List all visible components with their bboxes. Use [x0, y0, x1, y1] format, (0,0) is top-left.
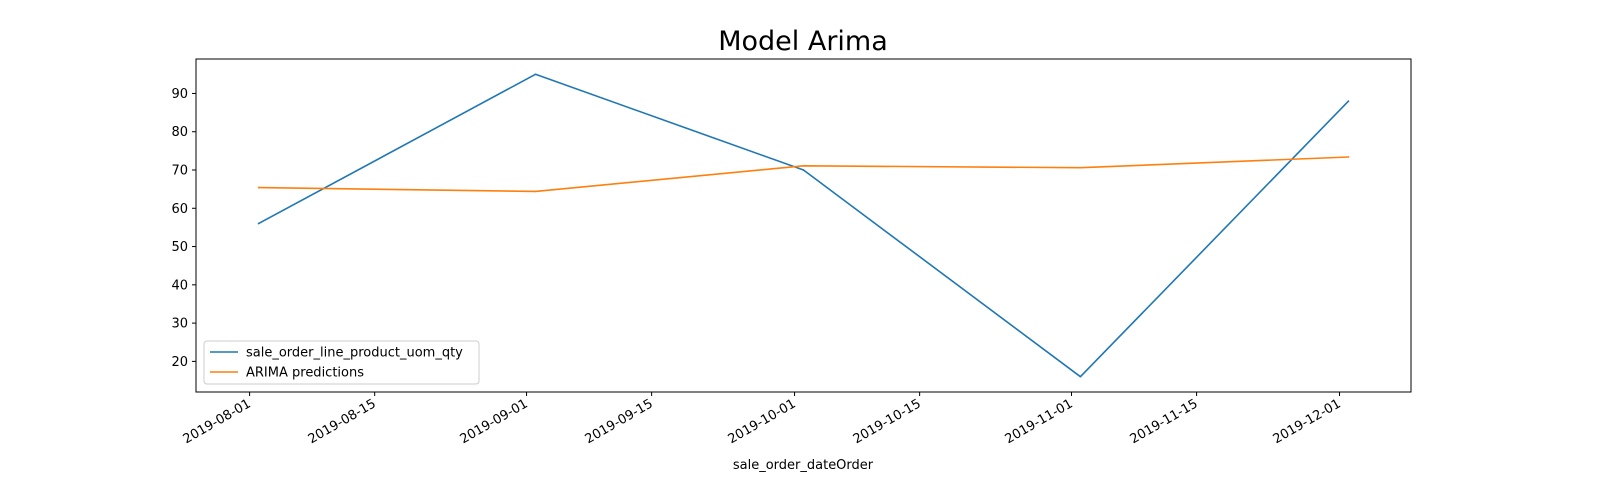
x-tick-label: 2019-11-15 — [1128, 396, 1201, 447]
series-layer — [257, 73, 1350, 378]
x-tick-label: 2019-11-01 — [1003, 396, 1076, 447]
x-tick-label: 2019-10-01 — [726, 396, 799, 447]
data-point — [802, 164, 805, 167]
plot-area — [195, 58, 1412, 393]
data-point — [534, 190, 537, 193]
data-point — [802, 169, 805, 171]
x-tick-label: 2019-09-01 — [458, 396, 531, 447]
legend-label: ARIMA predictions — [246, 366, 364, 381]
chart-title: Model Arima — [718, 26, 888, 57]
y-tick-label: 20 — [171, 355, 188, 370]
y-tick-label: 90 — [171, 87, 188, 102]
data-point — [1079, 166, 1082, 169]
y-tick-label: 40 — [171, 278, 188, 293]
y-tick-label: 30 — [171, 317, 188, 332]
x-axis: 2019-08-01 2019-08-15 2019-09-01 2019-09-15… — [181, 392, 1344, 447]
x-tick-label: 2019-12-01 — [1271, 396, 1344, 447]
x-axis-label: sale_order_dateOrder — [733, 458, 874, 473]
y-tick-label: 60 — [171, 202, 188, 217]
data-point — [534, 73, 537, 76]
y-tick-label: 50 — [171, 240, 188, 255]
x-tick-label: 2019-08-15 — [306, 396, 379, 447]
y-tick-label: 70 — [171, 164, 188, 179]
x-tick-label: 2019-08-01 — [181, 396, 254, 447]
data-point — [1347, 156, 1350, 158]
data-point — [257, 222, 260, 225]
legend-box — [203, 340, 480, 385]
x-tick-label: 2019-09-15 — [583, 396, 656, 447]
legend-label: sale_order_line_product_uom_qty — [246, 346, 463, 361]
data-point — [1079, 375, 1082, 378]
y-tick-label: 80 — [171, 125, 188, 140]
data-point — [257, 186, 260, 189]
x-tick-label: 2019-10-15 — [851, 396, 924, 447]
y-axis: 20 30 40 50 60 70 80 90 — [171, 87, 196, 370]
legend: sale_order_line_product_uom_qty ARIMA pre… — [203, 340, 480, 385]
data-point — [1347, 100, 1350, 102]
